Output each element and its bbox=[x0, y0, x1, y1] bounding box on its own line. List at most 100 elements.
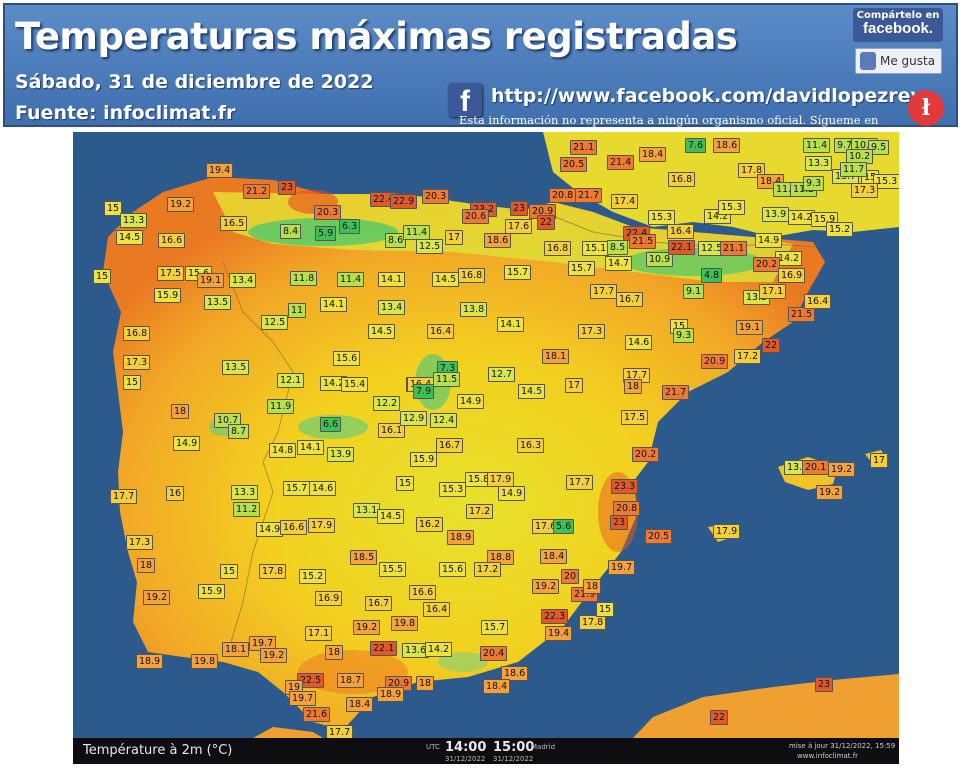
station-temperature[interactable]: 22.1 bbox=[370, 641, 398, 656]
station-temperature[interactable]: 13.3 bbox=[120, 213, 148, 228]
station-temperature[interactable]: 19.2 bbox=[532, 579, 560, 594]
station-temperature[interactable]: 17.1 bbox=[759, 284, 787, 299]
station-temperature[interactable]: 15.9 bbox=[198, 584, 226, 599]
station-temperature[interactable]: 12.4 bbox=[430, 413, 458, 428]
station-temperature[interactable]: 15 bbox=[220, 564, 239, 579]
station-temperature[interactable]: 8.7 bbox=[228, 424, 250, 439]
madrid-time[interactable]: 15:00 bbox=[493, 740, 535, 755]
station-temperature[interactable]: 19.2 bbox=[828, 462, 856, 477]
station-temperature[interactable]: 13.5 bbox=[204, 295, 232, 310]
station-temperature[interactable]: 11.7 bbox=[840, 162, 868, 177]
station-temperature[interactable]: 20.9 bbox=[701, 354, 729, 369]
station-temperature[interactable]: 15.3 bbox=[439, 482, 467, 497]
station-temperature[interactable]: 15.5 bbox=[379, 562, 407, 577]
station-temperature[interactable]: 4.8 bbox=[701, 268, 723, 283]
station-temperature[interactable]: 23 bbox=[815, 677, 834, 692]
station-temperature[interactable]: 20.1 bbox=[802, 460, 830, 475]
station-temperature[interactable]: 18.9 bbox=[447, 530, 475, 545]
station-temperature[interactable]: 16 bbox=[166, 486, 185, 501]
station-temperature[interactable]: 19.8 bbox=[391, 616, 419, 631]
station-temperature[interactable]: 8.4 bbox=[280, 224, 302, 239]
station-temperature[interactable]: 12.5 bbox=[416, 239, 444, 254]
station-temperature[interactable]: 16.8 bbox=[668, 172, 696, 187]
station-temperature[interactable]: 22.9 bbox=[390, 194, 418, 209]
station-temperature[interactable]: 11.8 bbox=[290, 271, 318, 286]
station-temperature[interactable]: 23 bbox=[278, 180, 297, 195]
station-temperature[interactable]: 8.5 bbox=[607, 240, 629, 255]
station-temperature[interactable]: 12.5 bbox=[261, 315, 289, 330]
station-temperature[interactable]: 15.3 bbox=[718, 200, 746, 215]
station-temperature[interactable]: 17.5 bbox=[621, 410, 649, 425]
station-temperature[interactable]: 16.3 bbox=[517, 438, 545, 453]
station-temperature[interactable]: 14.1 bbox=[497, 317, 525, 332]
station-temperature[interactable]: 15.7 bbox=[481, 620, 509, 635]
station-temperature[interactable]: 17.2 bbox=[734, 349, 762, 364]
station-temperature[interactable]: 15.9 bbox=[154, 288, 182, 303]
station-temperature[interactable]: 14.5 bbox=[377, 509, 405, 524]
station-temperature[interactable]: 18 bbox=[137, 558, 156, 573]
station-temperature[interactable]: 17.4 bbox=[611, 194, 639, 209]
station-temperature[interactable]: 15.1 bbox=[582, 241, 610, 256]
station-temperature[interactable]: 15 bbox=[93, 269, 112, 284]
station-temperature[interactable]: 18 bbox=[624, 379, 643, 394]
station-temperature[interactable]: 14.1 bbox=[320, 297, 348, 312]
station-temperature[interactable]: 18.4 bbox=[346, 697, 374, 712]
station-temperature[interactable]: 17.3 bbox=[126, 535, 154, 550]
station-temperature[interactable]: 12.1 bbox=[277, 373, 305, 388]
station-temperature[interactable]: 17.9 bbox=[713, 524, 741, 539]
station-temperature[interactable]: 14.6 bbox=[625, 335, 653, 350]
station-temperature[interactable]: 14.2 bbox=[425, 642, 453, 657]
station-temperature[interactable]: 18 bbox=[325, 645, 344, 660]
station-temperature[interactable]: 20.2 bbox=[753, 257, 781, 272]
station-temperature[interactable]: 14.1 bbox=[297, 440, 325, 455]
station-temperature[interactable]: 22 bbox=[762, 338, 781, 353]
station-temperature[interactable]: 21.2 bbox=[243, 184, 271, 199]
station-temperature[interactable]: 18 bbox=[416, 676, 435, 691]
station-temperature[interactable]: 15.7 bbox=[504, 265, 532, 280]
station-temperature[interactable]: 19.2 bbox=[816, 485, 844, 500]
station-temperature[interactable]: 19.1 bbox=[197, 273, 225, 288]
station-temperature[interactable]: 5.6 bbox=[553, 519, 575, 534]
station-temperature[interactable]: 17.7 bbox=[110, 489, 138, 504]
station-temperature[interactable]: 11.4 bbox=[337, 272, 365, 287]
station-temperature[interactable]: 21.1 bbox=[570, 140, 598, 155]
station-temperature[interactable]: 15.9 bbox=[410, 452, 438, 467]
share-facebook-button[interactable]: Compártelo en facebook. bbox=[853, 8, 943, 42]
station-temperature[interactable]: 14.9 bbox=[755, 233, 783, 248]
station-temperature[interactable]: 20 bbox=[561, 569, 580, 584]
station-temperature[interactable]: 19.7 bbox=[608, 560, 636, 575]
station-temperature[interactable]: 13.4 bbox=[229, 273, 257, 288]
station-temperature[interactable]: 15.3 bbox=[648, 210, 676, 225]
station-temperature[interactable]: 14.8 bbox=[269, 443, 297, 458]
station-temperature[interactable]: 18.1 bbox=[222, 642, 250, 657]
station-temperature[interactable]: 12.9 bbox=[400, 411, 428, 426]
station-temperature[interactable]: 6.3 bbox=[339, 219, 361, 234]
station-temperature[interactable]: 19.7 bbox=[289, 691, 317, 706]
station-temperature[interactable]: 17.6 bbox=[505, 219, 533, 234]
station-temperature[interactable]: 20.4 bbox=[480, 646, 508, 661]
station-temperature[interactable]: 16.4 bbox=[427, 324, 455, 339]
station-temperature[interactable]: 17 bbox=[565, 378, 584, 393]
station-temperature[interactable]: 18.6 bbox=[713, 138, 741, 153]
station-temperature[interactable]: 18.7 bbox=[337, 673, 365, 688]
station-temperature[interactable]: 16.2 bbox=[416, 517, 444, 532]
station-temperature[interactable]: 18.6 bbox=[484, 233, 512, 248]
station-temperature[interactable]: 5.9 bbox=[315, 226, 337, 241]
utc-time[interactable]: 14:00 bbox=[445, 740, 487, 755]
station-temperature[interactable]: 16.4 bbox=[804, 294, 832, 309]
station-temperature[interactable]: 17.9 bbox=[487, 472, 515, 487]
station-temperature[interactable]: 14.7 bbox=[605, 256, 633, 271]
facebook-icon[interactable]: f bbox=[448, 83, 482, 118]
station-temperature[interactable]: 18.6 bbox=[501, 666, 529, 681]
station-temperature[interactable]: 17 bbox=[445, 230, 464, 245]
station-temperature[interactable]: 20.2 bbox=[632, 447, 660, 462]
station-temperature[interactable]: 21.1 bbox=[720, 241, 748, 256]
station-temperature[interactable]: 17.7 bbox=[566, 475, 594, 490]
station-temperature[interactable]: 18.4 bbox=[639, 147, 667, 162]
station-temperature[interactable]: 11.9 bbox=[267, 399, 295, 414]
station-temperature[interactable]: 16.6 bbox=[280, 520, 308, 535]
station-temperature[interactable]: 19.2 bbox=[167, 197, 195, 212]
station-temperature[interactable]: 12.2 bbox=[373, 396, 401, 411]
station-temperature[interactable]: 19.2 bbox=[353, 620, 381, 635]
station-temperature[interactable]: 18.4 bbox=[483, 679, 511, 694]
